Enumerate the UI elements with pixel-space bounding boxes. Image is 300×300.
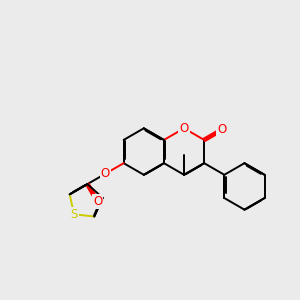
Text: O: O	[179, 122, 189, 135]
Text: O: O	[93, 195, 102, 208]
Text: O: O	[217, 123, 226, 136]
Text: O: O	[100, 167, 110, 180]
Text: S: S	[70, 208, 78, 221]
